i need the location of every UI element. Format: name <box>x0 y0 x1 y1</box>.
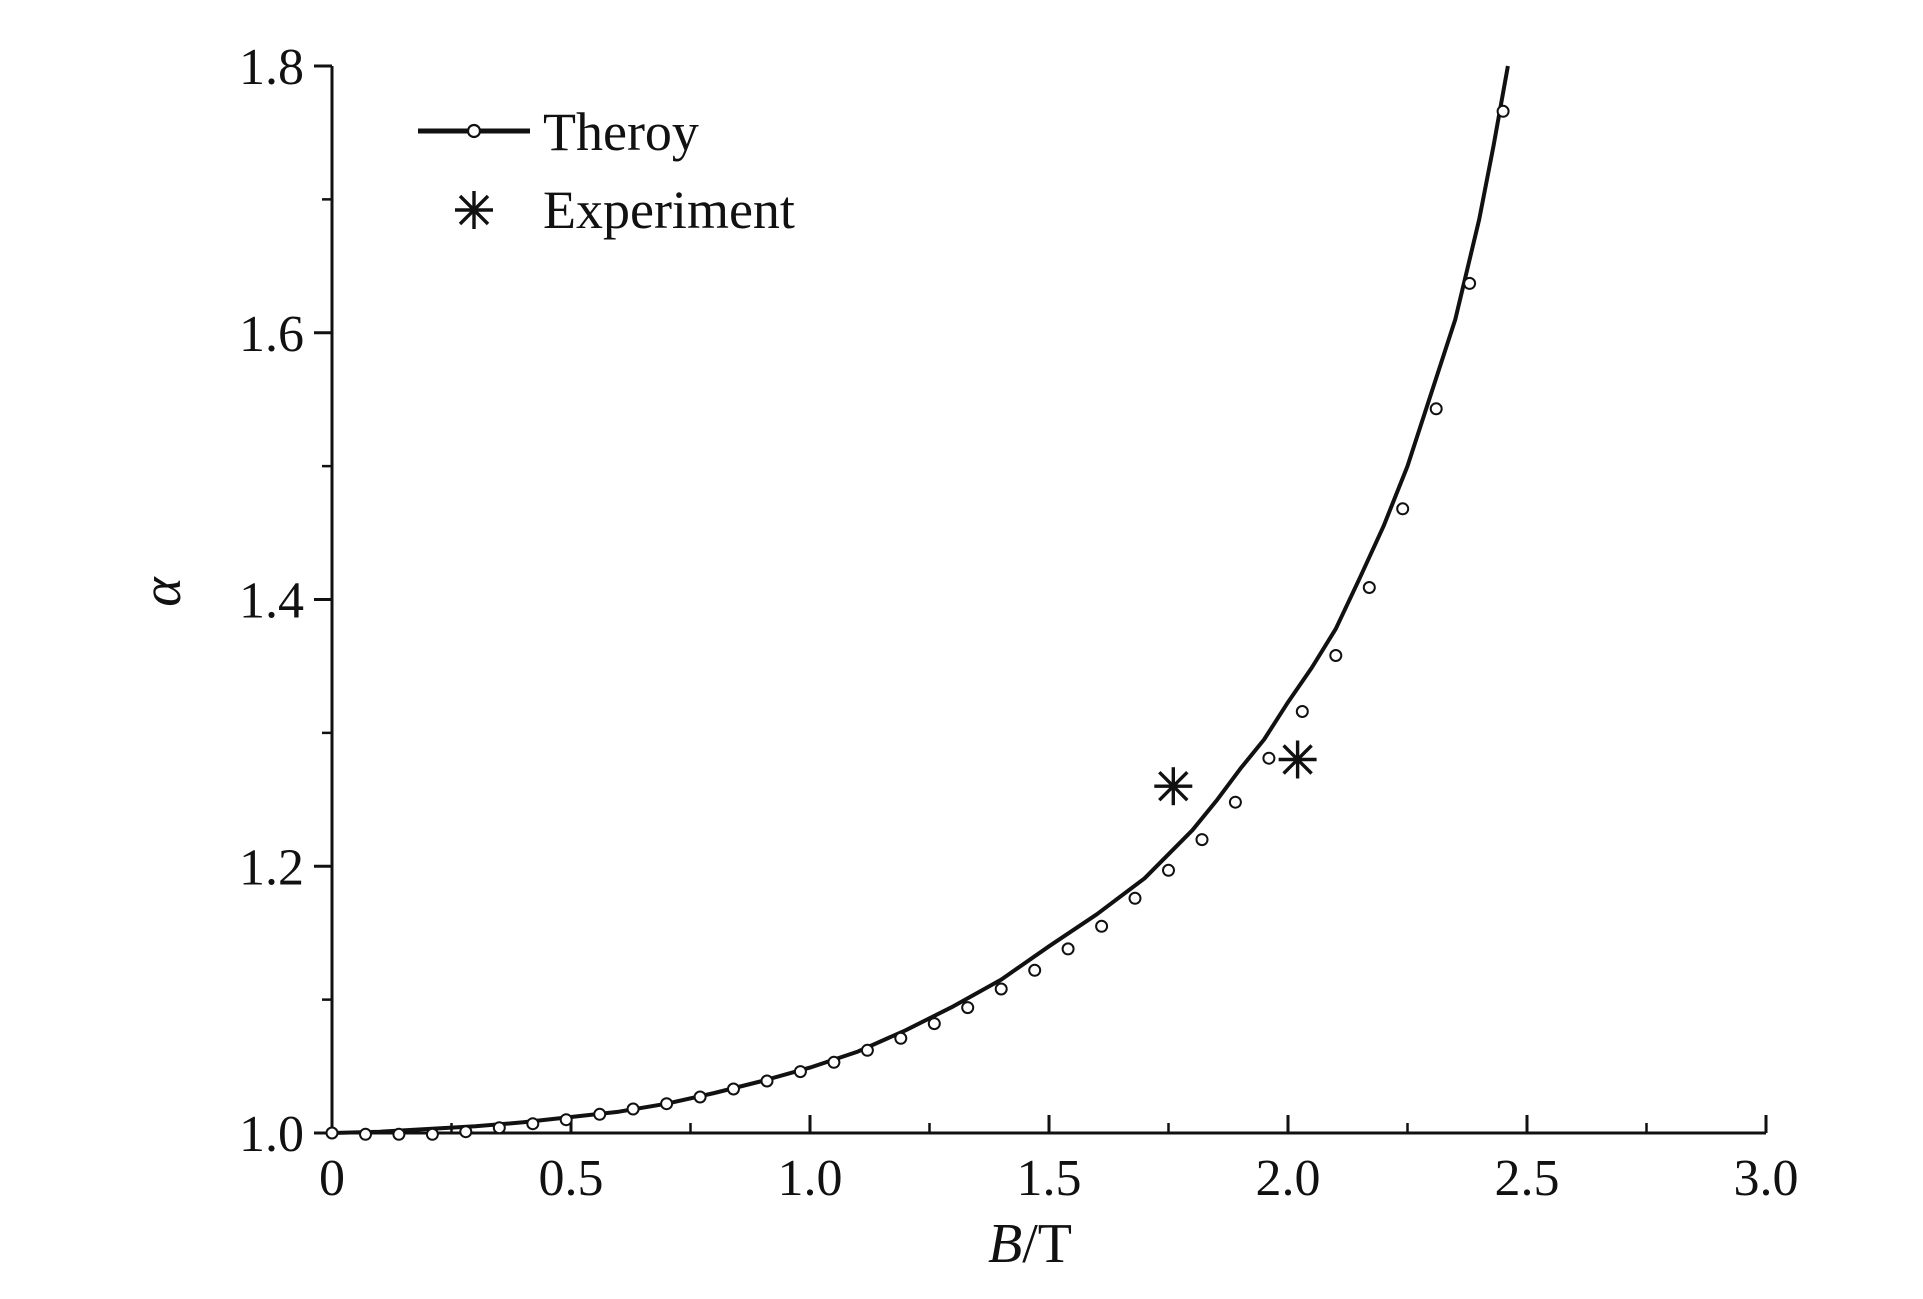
x-tick-label: 3.0 <box>1734 1150 1799 1207</box>
x-axis-label: B/T <box>988 1213 1072 1275</box>
theory-marker <box>793 1065 807 1079</box>
theory-marker <box>1496 104 1510 118</box>
theory-marker <box>1061 942 1075 956</box>
x-tick-label: 2.0 <box>1256 1150 1321 1207</box>
theory-marker <box>626 1102 640 1116</box>
theory-marker <box>492 1121 506 1135</box>
theory-marker <box>927 1017 941 1031</box>
theory-curve <box>331 65 1510 1135</box>
theory-marker <box>593 1107 607 1121</box>
legend-experiment-label: Experiment <box>543 180 795 240</box>
theory-marker <box>425 1127 439 1141</box>
y-tick-label: 1.8 <box>239 39 304 96</box>
x-tick-label: 1.5 <box>1017 1150 1082 1207</box>
theory-marker <box>1463 276 1477 290</box>
theory-marker <box>1095 919 1109 933</box>
y-tick-label: 1.0 <box>239 1106 304 1163</box>
y-axis-label: α <box>131 576 193 607</box>
theory-marker <box>1396 502 1410 516</box>
x-tick-label: 0.5 <box>539 1150 604 1207</box>
theory-marker <box>994 982 1008 996</box>
x-tick-label: 0 <box>319 1150 345 1207</box>
theory-marker <box>1295 705 1309 718</box>
theory-marker <box>526 1117 540 1131</box>
theory-marker <box>727 1082 740 1096</box>
y-tick-label: 1.6 <box>239 306 304 363</box>
theory-marker <box>693 1090 707 1104</box>
experiment-point <box>1278 740 1317 779</box>
theory-marker <box>1262 751 1276 765</box>
legend-theory-label: Theroy <box>543 102 699 162</box>
legend-experiment-marker <box>455 191 493 229</box>
x-tick-label: 2.5 <box>1495 1150 1560 1207</box>
theory-marker <box>660 1097 674 1111</box>
theory-marker <box>1195 833 1209 847</box>
experiment-point <box>1154 767 1193 806</box>
theory-marker <box>359 1127 372 1141</box>
theory-marker <box>392 1127 406 1141</box>
theory-marker <box>1329 649 1343 662</box>
x-tick-label: 1.0 <box>778 1150 843 1207</box>
theory-marker <box>760 1074 774 1088</box>
theory-marker <box>860 1043 874 1057</box>
theory-marker <box>894 1031 908 1045</box>
ticks <box>314 64 1768 1135</box>
theory-marker <box>1162 863 1175 877</box>
theory-marker <box>961 1001 975 1015</box>
theory-marker <box>1228 795 1242 809</box>
theory-marker <box>827 1055 841 1069</box>
theory-marker <box>1429 402 1443 416</box>
theory-marker <box>459 1125 473 1139</box>
tick-labels: 0 0.5 1.0 1.5 2.0 2.5 3.0 1.0 1.2 1.4 1.6 1.8 <box>239 39 1799 1207</box>
plot-area <box>325 65 1510 1141</box>
y-tick-label: 1.2 <box>239 839 304 896</box>
legend: Theroy Experiment <box>418 102 795 240</box>
theory-marker <box>325 1126 339 1140</box>
y-tick-label: 1.4 <box>239 573 304 630</box>
theory-marker <box>1362 581 1376 594</box>
theory-marker <box>559 1113 573 1127</box>
legend-theory-marker <box>466 123 482 139</box>
theory-marker <box>1128 891 1142 905</box>
theory-marker <box>1028 963 1042 977</box>
